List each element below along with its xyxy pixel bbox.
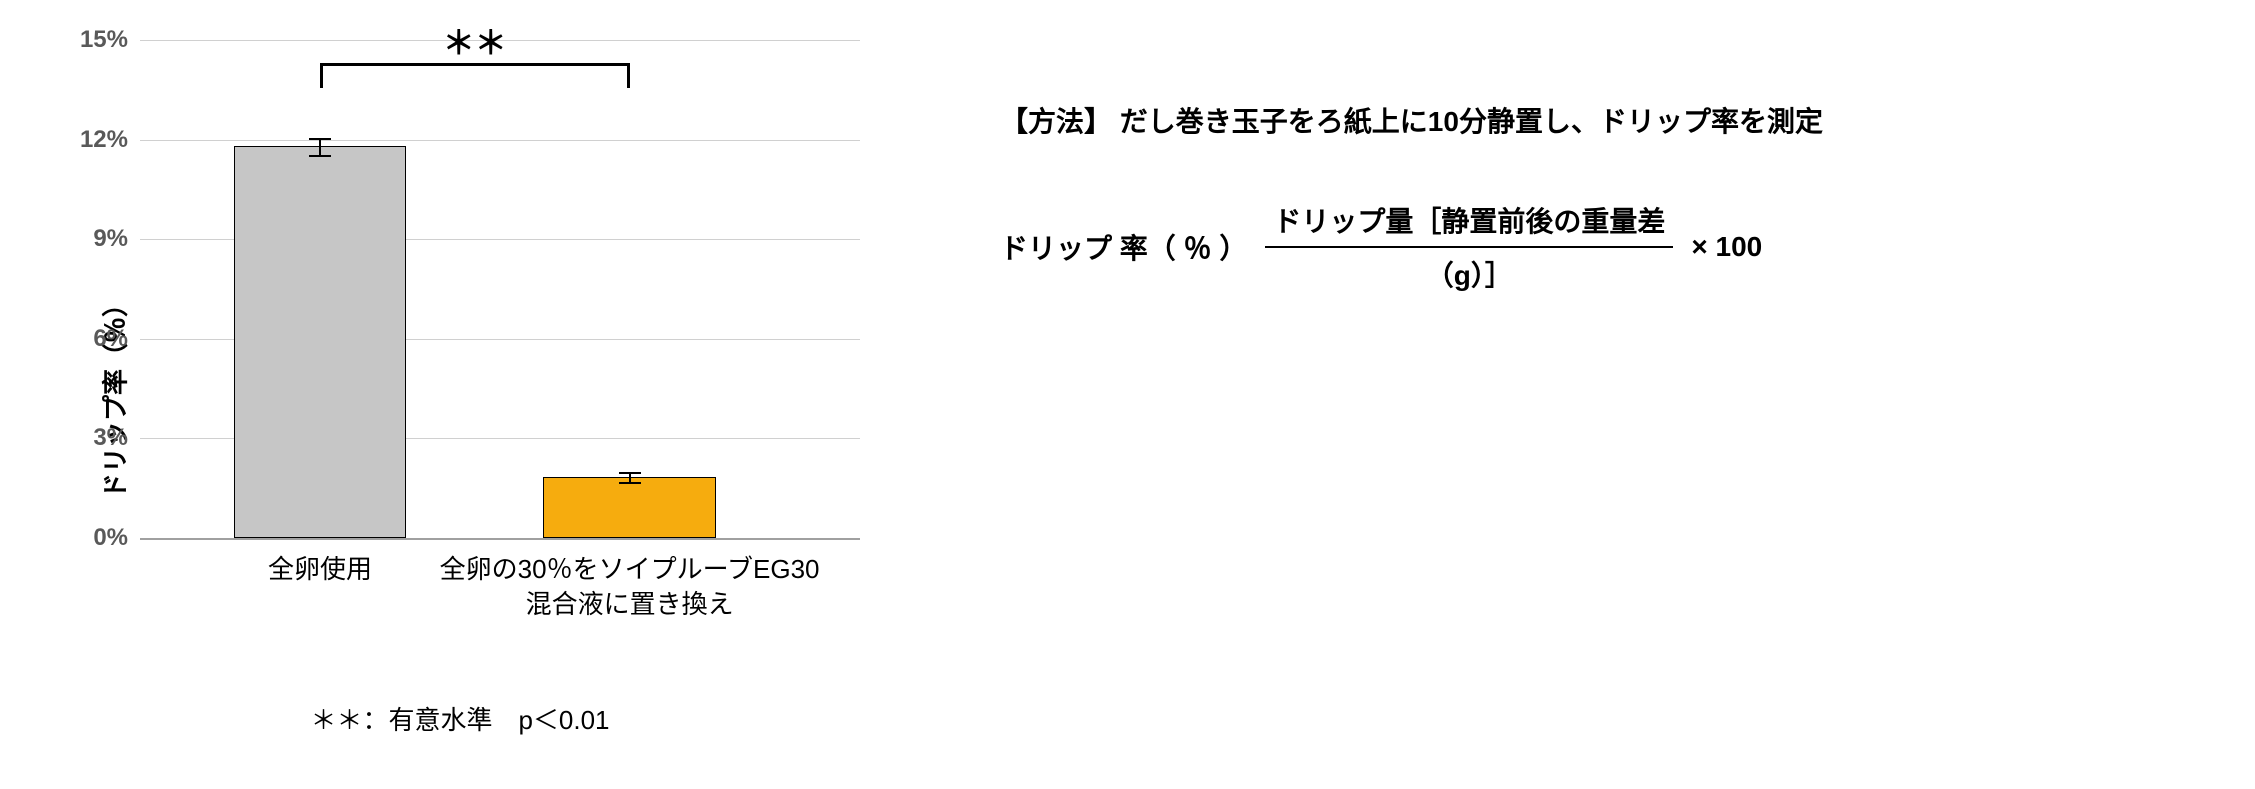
method-description: 【方法】 だし巻き玉子をろ紙上に10分静置し、ドリップ率を測定: [1000, 100, 1823, 140]
y-tick-label: 3%: [93, 424, 140, 452]
bar: [543, 477, 716, 538]
y-tick-label: 9%: [93, 225, 140, 253]
plot-area: 0%3%6%9%12%15%全卵使用全卵の30％をソイプルーブEG30混合液に置…: [140, 40, 860, 540]
y-tick-label: 12%: [80, 126, 140, 154]
formula-fraction: ドリップ量［静置前後の重量差 （g）］: [1265, 200, 1673, 294]
formula-lhs: ドリップ 率（ ％ ）: [1000, 227, 1247, 267]
gridline: [140, 140, 860, 141]
method-text: だし巻き玉子をろ紙上に10分静置し、ドリップ率を測定: [1120, 106, 1823, 137]
x-tick-label: 全卵の30％をソイプルーブEG30混合液に置き換え: [440, 552, 820, 622]
drip-rate-bar-chart: ドリップ率（％） 0%3%6%9%12%15%全卵使用全卵の30％をソイプルーブ…: [20, 20, 900, 770]
error-cap: [619, 472, 641, 474]
error-bar: [319, 138, 321, 155]
method-heading: 【方法】: [1000, 106, 1112, 137]
y-tick-label: 15%: [80, 26, 140, 54]
error-cap: [309, 138, 331, 140]
formula-multiplier: × 100: [1691, 231, 1762, 263]
error-cap: [619, 482, 641, 484]
formula-denominator: （g）］: [1426, 248, 1513, 294]
method-and-formula: 【方法】 だし巻き玉子をろ紙上に10分静置し、ドリップ率を測定 ドリップ 率（ …: [900, 20, 1823, 769]
formula-numerator: ドリップ量［静置前後の重量差: [1265, 200, 1673, 248]
y-tick-label: 6%: [93, 325, 140, 353]
drip-rate-formula: ドリップ 率（ ％ ） ドリップ量［静置前後の重量差 （g）］ × 100: [1000, 200, 1823, 294]
error-cap: [309, 155, 331, 157]
x-tick-label: 全卵使用: [268, 552, 372, 587]
significance-footnote: ＊＊：有意水準 p＜0.01: [20, 700, 900, 737]
y-axis-label: ドリップ率（％）: [96, 291, 133, 499]
y-tick-label: 0%: [93, 524, 140, 552]
significance-label: ＊＊: [443, 18, 507, 64]
bar: [234, 146, 407, 538]
